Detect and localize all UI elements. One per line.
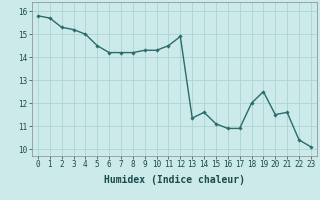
X-axis label: Humidex (Indice chaleur): Humidex (Indice chaleur) <box>104 175 245 185</box>
